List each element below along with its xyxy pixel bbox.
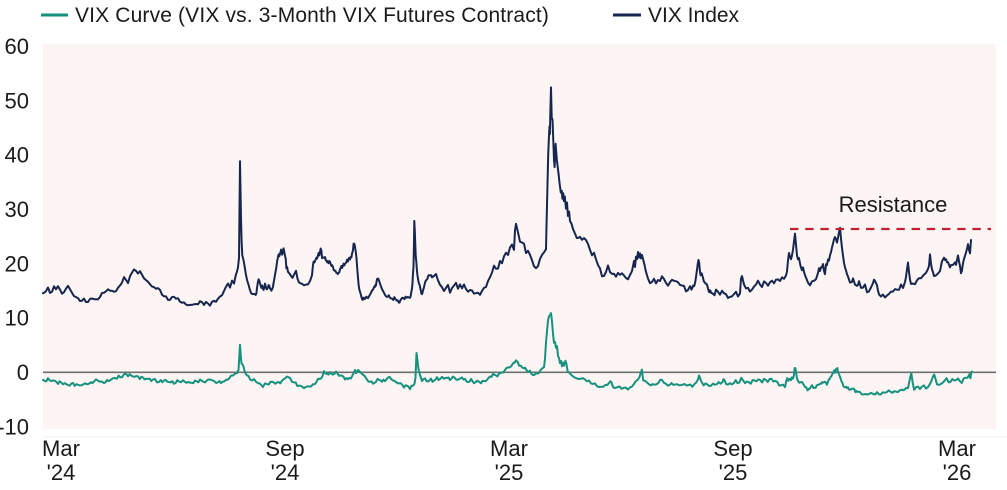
svg-text:'26: '26 [943,460,972,485]
svg-text:Sep: Sep [713,436,752,461]
svg-text:0: 0 [17,360,29,385]
svg-text:Mar: Mar [490,436,528,461]
svg-text:'24: '24 [47,460,76,485]
svg-text:60: 60 [5,34,29,59]
svg-text:50: 50 [5,88,29,113]
svg-text:Mar: Mar [42,436,80,461]
svg-text:40: 40 [5,143,29,168]
svg-text:-10: -10 [0,414,29,439]
svg-text:Resistance: Resistance [839,192,948,217]
svg-text:30: 30 [5,197,29,222]
svg-text:'25: '25 [719,460,748,485]
svg-text:10: 10 [5,306,29,331]
svg-text:Mar: Mar [938,436,976,461]
svg-text:'24: '24 [271,460,300,485]
svg-text:20: 20 [5,251,29,276]
svg-text:VIX Curve (VIX vs. 3-Month VIX: VIX Curve (VIX vs. 3-Month VIX Futures C… [75,4,549,27]
svg-text:Sep: Sep [265,436,304,461]
svg-text:VIX Index: VIX Index [648,4,740,27]
svg-text:'25: '25 [495,460,524,485]
